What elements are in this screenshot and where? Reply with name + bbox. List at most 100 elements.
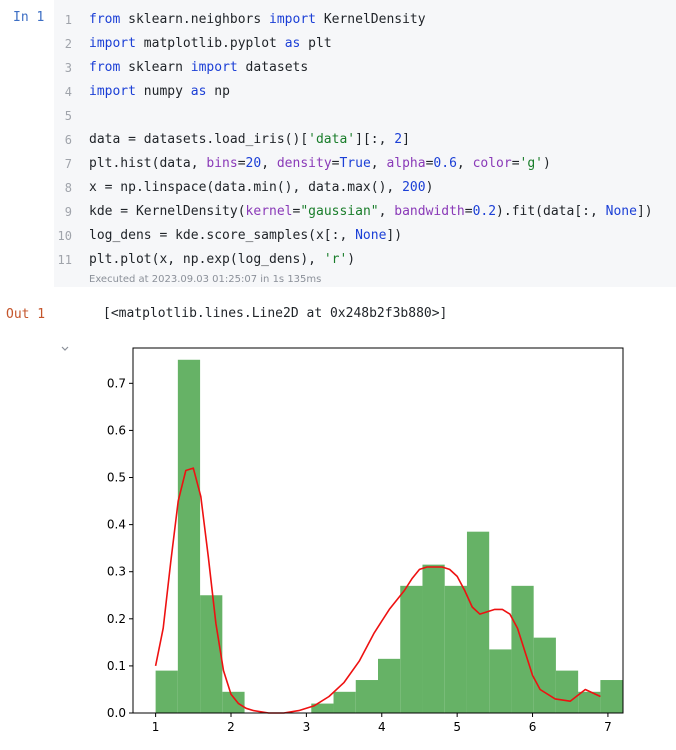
param-name: density (276, 156, 332, 171)
y-tick-label: 0.1 (107, 659, 126, 673)
histogram-bar (511, 585, 534, 713)
code-token: ) (543, 156, 551, 171)
string-literal: 'g' (519, 156, 544, 171)
code-token: = (292, 204, 301, 219)
code-line: data = datasets.load_iris()['data'][:, 2… (89, 128, 653, 152)
code-line-empty (89, 104, 653, 128)
param-name: alpha (386, 156, 426, 171)
out-prompt: Out 1 (6, 307, 46, 322)
chevron-down-icon[interactable] (59, 343, 71, 353)
code-token: ) (425, 180, 434, 195)
x-tick-label: 7 (604, 720, 612, 734)
y-tick-label: 0.5 (107, 471, 126, 485)
histogram-bar (355, 680, 378, 713)
code-token: , (456, 156, 473, 171)
histogram-bar (311, 703, 334, 713)
code-token: sklearn.neighbors (120, 12, 270, 27)
execution-status: Executed at 2023.09.03 01:25:07 in 1s 13… (89, 274, 322, 285)
keyword: import (89, 84, 136, 99)
histogram-bar (400, 585, 423, 713)
code-cell[interactable]: In 1 1 2 3 4 5 6 7 8 9 10 11 from sklear… (0, 0, 676, 287)
string-literal: "gaussian" (300, 204, 379, 219)
histogram-bar (466, 531, 490, 713)
code-token: = (237, 156, 246, 171)
code-editor[interactable]: 1 2 3 4 5 6 7 8 9 10 11 from sklearn.nei… (54, 0, 676, 287)
code-token: plt.hist(data, (89, 156, 207, 171)
histogram-bar (333, 691, 356, 713)
line-number: 1 (64, 13, 72, 27)
histogram-bar (378, 658, 401, 713)
line-number: 5 (64, 109, 72, 123)
code-token: data = datasets.load_iris()[ (89, 132, 309, 147)
code-token: = (331, 156, 340, 171)
param-name: color (472, 156, 512, 171)
number-literal: 20 (245, 156, 262, 171)
code-token: numpy (135, 84, 191, 99)
code-line: x = np.linspace(data.min(), data.max(), … (89, 176, 653, 200)
histogram-bar (222, 691, 245, 713)
number-literal: 200 (402, 180, 426, 195)
line-number: 4 (64, 85, 72, 99)
code-line: plt.plot(x, np.exp(log_dens), 'r') (89, 248, 653, 272)
line-number: 10 (57, 229, 72, 243)
code-token: sklearn (120, 60, 191, 75)
x-tick-label: 5 (453, 720, 461, 734)
keyword: from (89, 60, 121, 75)
histogram-bar (578, 691, 601, 713)
output-text: [<matplotlib.lines.Line2D at 0x248b2f3b8… (103, 306, 448, 321)
line-number: 3 (64, 61, 72, 75)
keyword: None (355, 228, 387, 243)
line-number: 11 (57, 253, 72, 267)
histogram-bar (444, 585, 467, 713)
x-tick-label: 6 (529, 720, 537, 734)
number-literal: 0.6 (433, 156, 457, 171)
code-line: import matplotlib.pyplot as plt (89, 32, 653, 56)
keyword: import (89, 36, 136, 51)
code-token: datasets (237, 60, 309, 75)
code-text[interactable]: from sklearn.neighbors import KernelDens… (89, 8, 653, 272)
param-name: bins (206, 156, 238, 171)
code-token: plt.plot(x, np.exp(log_dens), (89, 252, 324, 267)
code-token: ]) (636, 204, 653, 219)
code-line: log_dens = kde.score_samples(x[:, None]) (89, 224, 653, 248)
keyword: as (190, 84, 207, 99)
number-literal: 2 (394, 132, 403, 147)
code-token: kde = KernelDensity( (89, 204, 246, 219)
histogram-bar (489, 649, 512, 713)
param-name: kernel (245, 204, 293, 219)
keyword: import (190, 60, 238, 75)
code-token: log_dens = kde.score_samples(x[:, (89, 228, 356, 243)
code-token: ][:, (355, 132, 395, 147)
code-token: = (511, 156, 520, 171)
x-tick-label: 1 (152, 720, 160, 734)
kde-line (154, 467, 601, 714)
x-tick-label: 4 (378, 720, 386, 734)
code-token: np (206, 84, 230, 99)
histogram-bar (533, 637, 556, 713)
code-token: matplotlib.pyplot (135, 36, 285, 51)
histogram-bar (200, 595, 223, 713)
code-token: x = np.linspace(data.min(), data.max(), (89, 180, 403, 195)
number-literal: 0.2 (472, 204, 497, 219)
line-number-gutter: 1 2 3 4 5 6 7 8 9 10 11 (54, 8, 72, 272)
histogram-bar (422, 564, 445, 713)
code-token: ]) (386, 228, 403, 243)
keyword: None (605, 204, 637, 219)
y-tick-label: 0.4 (107, 518, 126, 532)
output-chart: 1 2 3 4 5 6 7 0.0 0.1 0.2 0.3 0.4 0.5 0.6 0.7 (107, 347, 624, 734)
code-token: ] (402, 132, 410, 147)
y-tick-label: 0.3 (107, 565, 126, 579)
code-token: , (261, 156, 277, 171)
y-tick-label: 0.0 (107, 706, 126, 720)
code-line: kde = KernelDensity(kernel="gaussian", b… (89, 200, 653, 224)
code-token: = (425, 156, 434, 171)
line-number: 8 (64, 181, 72, 195)
string-literal: 'r' (323, 252, 348, 267)
plot-frame (132, 347, 624, 714)
line-number: 6 (64, 133, 72, 147)
histogram-bar (155, 670, 178, 713)
y-tick-label: 0.7 (107, 376, 126, 390)
code-line: plt.hist(data, bins=20, density=True, al… (89, 152, 653, 176)
keyword: from (89, 12, 121, 27)
keyword: as (284, 36, 301, 51)
